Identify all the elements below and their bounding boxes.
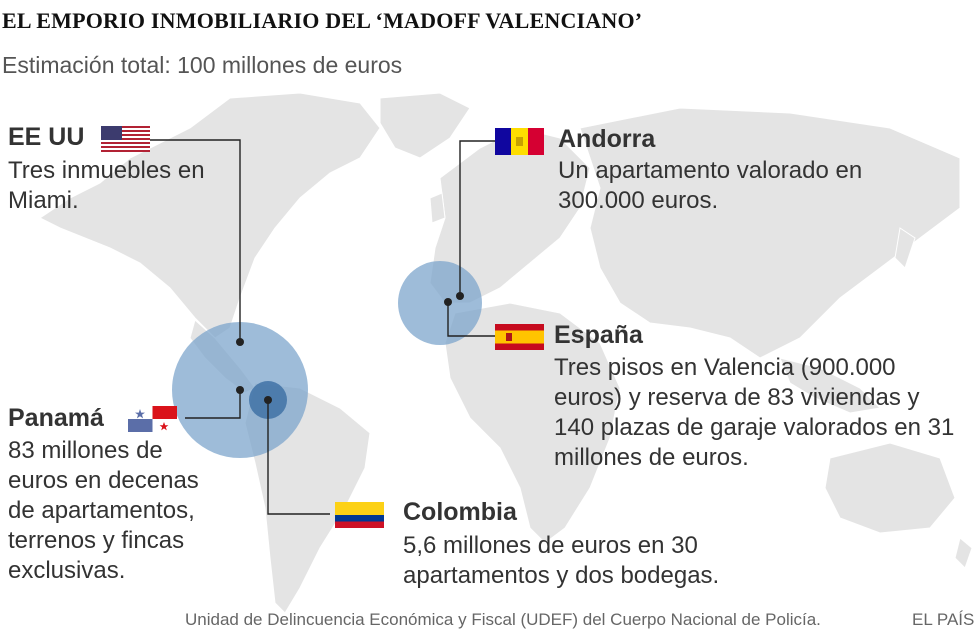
usa-description: Tres inmuebles en Miami. [8, 157, 205, 214]
source-note: Unidad de Delincuencia Económica y Fisca… [185, 610, 821, 629]
spain-description: Tres pisos en Valencia (900.000 euros) y… [554, 354, 955, 471]
spain-flag-icon [495, 324, 544, 350]
usa-flag-icon [101, 126, 150, 152]
southeast-asia-landmass [779, 357, 882, 414]
page-subtitle: Estimación total: 100 millones de euros [2, 52, 403, 78]
page-title: EL EMPORIO INMOBILIARIO DEL ‘MADOFF VALE… [2, 8, 643, 33]
panama-name: Panamá [8, 404, 104, 432]
australia-landmass [824, 442, 956, 534]
colombia-description: 5,6 millones de euros en 30 apartamentos… [403, 532, 720, 589]
publisher-credit: EL PAÍS [912, 610, 975, 629]
andorra-flag-icon [495, 128, 544, 155]
africa-landmass [444, 302, 621, 544]
spain-name: España [554, 321, 643, 349]
asia-landmass [579, 107, 961, 359]
world-map [39, 92, 973, 614]
andorra-name: Andorra [558, 125, 656, 153]
usa-name: EE UU [8, 123, 85, 151]
japan-landmass [894, 227, 916, 269]
panama-flag-icon [128, 406, 177, 432]
uk-landmass [429, 192, 446, 224]
panama-description: 83 millones de euros en decenas de apart… [8, 437, 199, 584]
andorra-description: Un apartamento valorado en 300.000 euros… [558, 157, 863, 214]
colombia-name: Colombia [403, 498, 517, 526]
colombia-flag-icon [335, 502, 384, 528]
greenland-landmass [379, 92, 471, 159]
new-zealand-landmass [954, 537, 973, 569]
south-america-landmass [244, 382, 371, 614]
